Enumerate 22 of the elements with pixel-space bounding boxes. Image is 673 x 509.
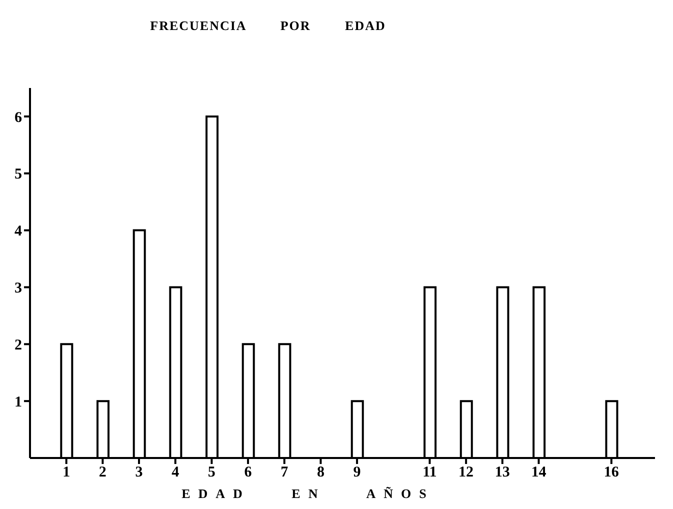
- x-tick-label: 13: [494, 464, 510, 481]
- x-tick-label: 7: [280, 464, 289, 481]
- y-tick-label: 2: [14, 337, 22, 354]
- x-tick-label: 1: [62, 464, 70, 481]
- y-tick-label: 6: [14, 110, 22, 126]
- x-axis-title: EDAD EN AÑOS: [180, 486, 436, 502]
- x-tick-label: 3: [135, 464, 143, 481]
- x-tick-label: 5: [208, 464, 216, 481]
- y-tick-label: 3: [14, 280, 22, 297]
- x-tick-label: 16: [604, 464, 620, 481]
- x-tick-label: 6: [244, 464, 252, 481]
- x-tick-label: 12: [458, 464, 474, 481]
- x-tick-label: 9: [353, 464, 361, 481]
- chart-title: FRECUENCIA POR EDAD: [149, 18, 387, 34]
- x-tick-label: 8: [316, 464, 324, 481]
- y-tick-label: 1: [14, 394, 22, 410]
- x-tick-label: 11: [422, 464, 437, 481]
- y-tick-label: 4: [14, 224, 22, 240]
- x-tick-label: 14: [531, 464, 547, 481]
- x-tick-label: 2: [98, 464, 106, 481]
- y-tick-label: 5: [14, 166, 22, 183]
- x-tick-label: 4: [172, 464, 180, 481]
